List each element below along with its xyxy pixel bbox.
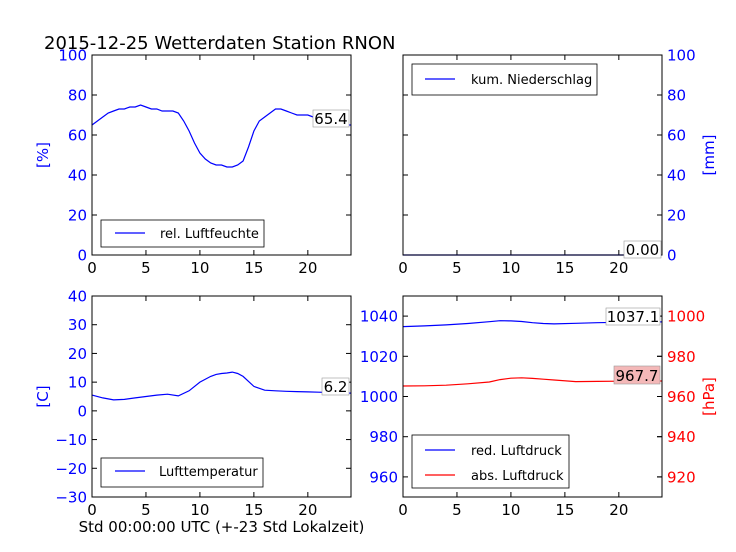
x-tick-label: 20 xyxy=(298,259,317,277)
x-tick-label: 5 xyxy=(141,501,151,519)
y-tick-label: −10 xyxy=(55,431,87,449)
y-axis-label: [%] xyxy=(34,142,52,168)
y-tick-label: 20 xyxy=(68,207,87,225)
value-annotation-box xyxy=(312,109,350,128)
y-tick-label: 30 xyxy=(68,316,87,334)
value-annotation-box xyxy=(321,377,350,396)
y-tick-label: 1000 xyxy=(360,388,398,406)
x-tick-label: 15 xyxy=(555,501,574,519)
y-tick-label: 0 xyxy=(77,247,87,265)
y-axis-label: [hPa] xyxy=(700,377,718,416)
y-tick-label: 20 xyxy=(667,207,686,225)
x-tick-label: 15 xyxy=(244,501,263,519)
x-tick-label: 20 xyxy=(298,501,317,519)
y-tick-label: 60 xyxy=(667,127,686,145)
y-tick-label: −20 xyxy=(55,460,87,478)
value-annotation-box xyxy=(613,365,661,385)
x-tick-label: 5 xyxy=(141,259,151,277)
series-line-0 xyxy=(91,104,351,168)
y-axis-label: [mm] xyxy=(700,135,718,176)
x-tick-label: 15 xyxy=(555,259,574,277)
x-tick-label: 0 xyxy=(87,501,97,519)
legend-box xyxy=(100,457,264,488)
x-tick-label: 5 xyxy=(452,501,462,519)
legend-label: rel. Luftfeuchte xyxy=(160,227,259,242)
y-tick-label: 0 xyxy=(667,247,677,265)
x-tick-label: 15 xyxy=(244,259,263,277)
value-annotation: 6.2 xyxy=(324,378,348,396)
x-axis-label: Std 00:00:00 UTC (+-23 Std Lokalzeit) xyxy=(79,518,365,536)
value-annotation: 65.4 xyxy=(314,110,347,128)
chart-precipitation: 0 5 10 15 20 0 20 40 60 80 100 [mm] kum. Niederschla… xyxy=(398,47,718,278)
value-annotation-box xyxy=(623,240,662,259)
legend-label: Lufttemperatur xyxy=(159,465,258,480)
axes-frame xyxy=(402,295,663,498)
y-tick-label: 100 xyxy=(58,47,87,65)
figure-title: 2015-12-25 Wetterdaten Station RNON xyxy=(44,33,395,54)
series-line-1 xyxy=(402,377,662,387)
y-tick-label: 40 xyxy=(68,288,87,306)
series-line-0 xyxy=(91,371,352,401)
x-tick-label: 10 xyxy=(190,259,209,277)
y-tick-label: −30 xyxy=(55,489,87,507)
x-tick-label: 0 xyxy=(87,259,97,277)
x-tick-label: 0 xyxy=(398,259,408,277)
y-tick-label: 100 xyxy=(667,47,696,65)
value-annotation: 0.00 xyxy=(626,241,659,259)
value-annotation: 967.7 xyxy=(616,367,659,385)
y-axis-label: [C] xyxy=(34,385,52,407)
y-tick-label: 80 xyxy=(667,87,686,105)
y-tick-label: 0 xyxy=(77,402,87,420)
legend-box xyxy=(411,434,570,489)
axes-frame xyxy=(91,54,352,256)
y-tick-label: 40 xyxy=(68,167,87,185)
x-tick-label: 5 xyxy=(452,259,462,277)
chart-pressure: 0 5 10 15 20 960 980 1000 1020 1040 920 940 960 980 10… xyxy=(360,295,718,519)
y-right-tick-label: 920 xyxy=(667,468,696,486)
x-tick-label: 20 xyxy=(609,501,628,519)
y-right-tick-label: 1000 xyxy=(667,308,705,326)
legend-label: red. Luftdruck xyxy=(471,444,562,459)
axes-frame xyxy=(91,295,352,498)
y-tick-label: 10 xyxy=(68,374,87,392)
value-annotation: 1037.1 xyxy=(607,308,660,326)
chart-humidity: 0 5 10 15 20 0 20 40 60 80 100 [%] rel. Luftfeuchte 6… xyxy=(34,47,352,277)
x-tick-label: 20 xyxy=(609,259,628,277)
y-tick-label: 1040 xyxy=(360,308,398,326)
y-tick-label: 60 xyxy=(68,127,87,145)
y-tick-label: 80 xyxy=(68,87,87,105)
legend-label: kum. Niederschlag xyxy=(471,73,592,88)
y-right-tick-label: 940 xyxy=(667,428,696,446)
chart-temperature: 0 5 10 15 20 −30 −20 −10 0 10 20 30 40 [C] Std 00:00:0… xyxy=(34,288,364,537)
y-tick-label: 1020 xyxy=(360,348,398,366)
value-annotation-box xyxy=(605,307,661,326)
x-tick-label: 10 xyxy=(190,501,209,519)
y-right-tick-label: 960 xyxy=(667,388,696,406)
y-right-tick-label: 980 xyxy=(667,348,696,366)
y-tick-label: 40 xyxy=(667,167,686,185)
y-tick-label: 960 xyxy=(369,468,398,486)
y-tick-label: 20 xyxy=(68,345,87,363)
axes-frame xyxy=(402,54,663,256)
legend-label: abs. Luftdruck xyxy=(471,469,564,484)
x-tick-label: 0 xyxy=(398,501,408,519)
y-tick-label: 980 xyxy=(369,428,398,446)
x-tick-label: 10 xyxy=(501,259,520,277)
x-tick-label: 10 xyxy=(501,501,520,519)
